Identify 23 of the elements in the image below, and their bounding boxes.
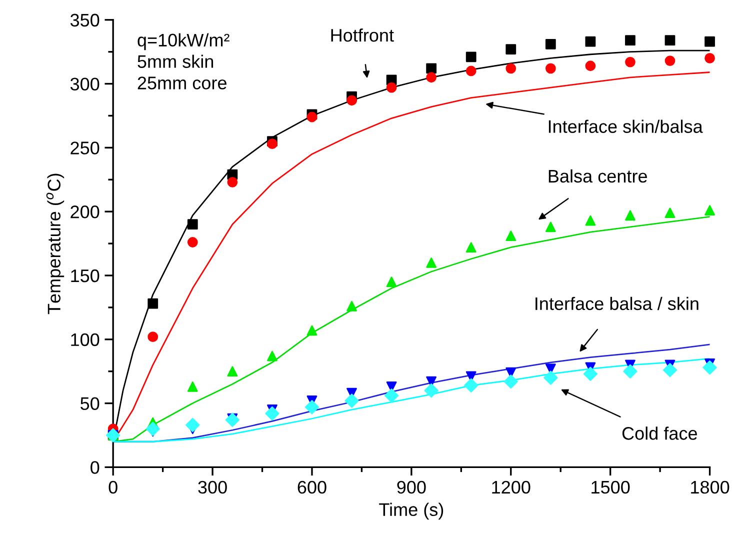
x-tick-label: 0 [108, 480, 118, 494]
annotation: Balsa centre [548, 169, 647, 183]
y-tick-label: 350 [70, 14, 100, 27]
x-tick-label: 1200 [492, 480, 530, 494]
y-axis-title: Temperature ($^{o}$C) [46, 174, 64, 314]
x-axis-title: Time (s) [379, 502, 444, 520]
y-tick-label: 0 [90, 461, 100, 474]
annotation: Interface balsa / skin [536, 296, 698, 310]
y-tick-label: 50 [80, 397, 100, 410]
y-tick-label: 100 [71, 333, 100, 346]
annotation: q=10kW/m² 5mm skin 25mm core [138, 33, 230, 90]
x-tick-label: 600 [298, 480, 326, 494]
y-tick-label: 200 [70, 206, 100, 218]
y-tick-label: 300 [70, 78, 100, 90]
x-tick-label: 1500 [592, 480, 630, 494]
x-tick-label: 1800 [691, 480, 730, 494]
x-tick-label: 300 [198, 480, 227, 494]
annotation: Interface skin/balsa [548, 120, 703, 133]
annotation: Hotfront [331, 28, 394, 42]
y-tick-label: 250 [70, 142, 100, 154]
y-tick-label: 150 [71, 269, 100, 282]
annotation: Cold face [622, 426, 697, 440]
x-tick-label: 900 [397, 480, 426, 494]
